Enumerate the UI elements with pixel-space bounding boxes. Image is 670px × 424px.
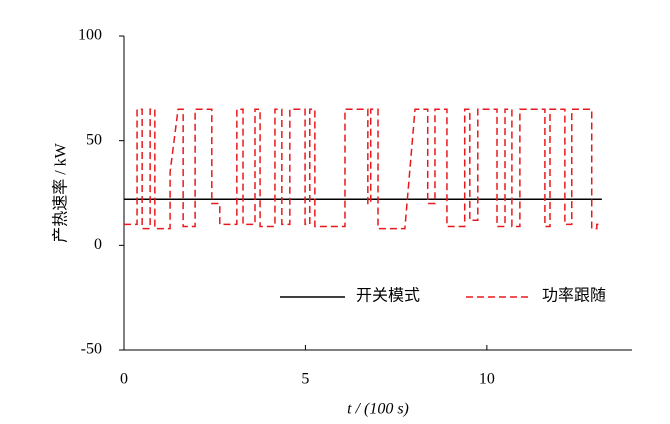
y-axis-label: 产热速率 / kW: [52, 142, 70, 242]
x-axis-label: t / (100 s): [347, 401, 409, 418]
legend-label: 功率跟随: [542, 287, 606, 305]
y-tick-label: 0: [94, 236, 102, 253]
x-tick-label: 10: [479, 371, 495, 388]
x-tick-label: 0: [120, 371, 128, 388]
data-line: [124, 108, 602, 230]
y-tick-label: -50: [81, 341, 102, 358]
x-tick-label: 5: [301, 371, 309, 388]
legend-label: 开关模式: [356, 287, 420, 305]
y-tick-label: 100: [78, 27, 102, 44]
y-tick-label: 50: [86, 131, 102, 148]
